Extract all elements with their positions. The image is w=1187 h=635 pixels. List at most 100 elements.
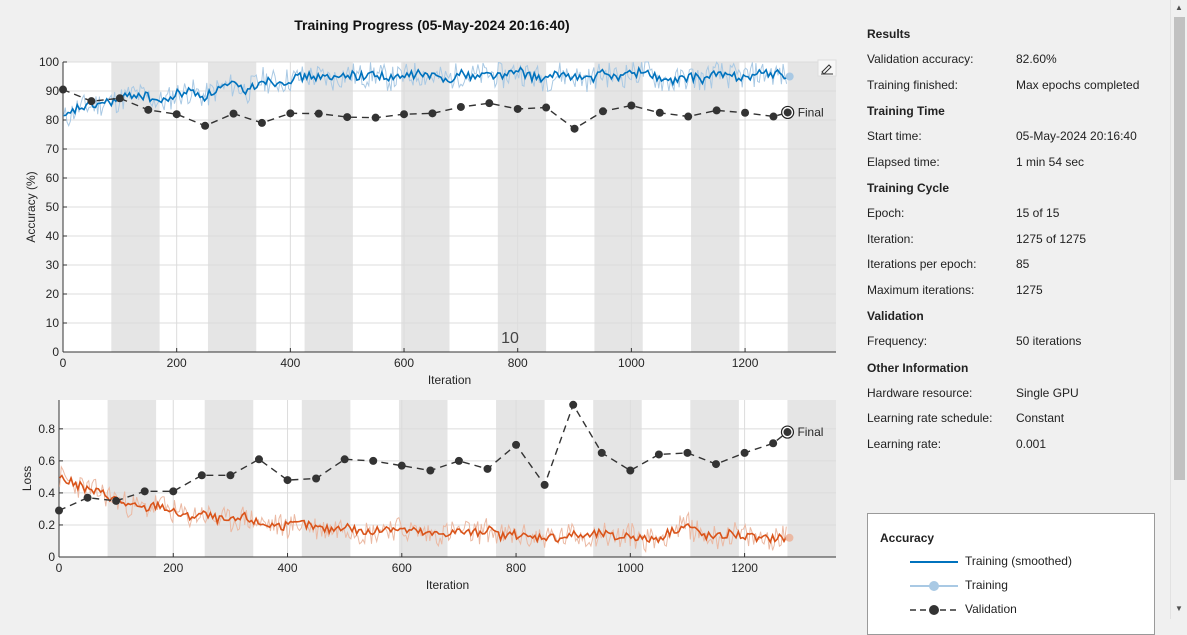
validation-point [371,113,380,122]
y-tick-label: 60 [46,171,60,185]
section-heading: Training Cycle [867,181,950,195]
validation-point [229,109,238,118]
info-key: Learning rate schedule: [867,411,993,425]
validation-point [712,106,721,115]
info-value: 85 [1016,257,1030,271]
info-key: Validation accuracy: [867,52,974,66]
validation-point [343,113,352,122]
validation-point [513,104,522,113]
info-value: 05-May-2024 20:16:40 [1016,129,1137,143]
training-raw-line [59,465,787,553]
info-value: 50 iterations [1016,334,1082,348]
y-tick-label: 0.4 [38,486,55,500]
validation-point [397,461,406,470]
validation-point [485,99,494,108]
plots-canvas: Training Progress (05-May-2024 20:16:40)… [20,17,837,592]
y-axis-label: Loss [20,466,34,491]
edit-plot-icon[interactable] [817,59,837,77]
validation-point [570,124,579,133]
validation-point [369,456,378,465]
validation-point [257,118,266,127]
validation-point [684,112,693,121]
y-tick-label: 10 [46,316,60,330]
y-tick-label: 0.2 [38,518,55,532]
legend-item-label: Training [965,578,1008,592]
legend-item-label: Validation [965,602,1017,616]
x-tick-label: 1000 [617,561,644,575]
validation-point [169,487,178,496]
y-tick-label: 70 [46,142,60,156]
legend-item-label: Training (smoothed) [965,554,1072,568]
y-tick-label: 90 [46,84,60,98]
x-tick-label: 400 [278,561,298,575]
training-final-point [785,72,794,81]
validation-point [741,108,750,117]
final-label: Final [798,105,824,119]
info-value: 0.001 [1016,436,1047,451]
stray-label: 10 [501,330,519,347]
training-smoothed-line [63,65,787,117]
validation-point [626,466,635,475]
validation-point [172,110,181,119]
y-tick-label: 30 [46,258,60,272]
section-heading: Validation [867,309,924,323]
validation-point [59,85,67,94]
final-label: Final [797,425,823,439]
validation-point [226,471,235,480]
y-tick-label: 20 [46,287,60,301]
info-key: Maximum iterations: [867,282,975,297]
y-tick-label: 50 [46,200,60,214]
validation-point [627,101,636,110]
validation-point [83,493,92,502]
x-axis-label: Iteration [426,578,469,592]
x-tick-label: 200 [163,561,183,575]
epoch-band [787,400,836,557]
x-axis-label: Iteration [428,373,471,387]
info-key: Learning rate: [867,436,942,451]
epoch-band [107,400,157,557]
validation-point [112,496,121,505]
scroll-down-icon[interactable]: ▼ [1175,604,1183,613]
x-tick-label: 400 [280,356,300,370]
legend-smoothed-swatch [910,561,958,563]
validation-point [55,506,63,515]
training-smoothed-line [59,474,788,545]
scroll-up-icon[interactable]: ▲ [1175,3,1183,12]
validation-point [483,464,492,473]
info-key: Frequency: [867,334,928,348]
info-value: Max epochs completed [1016,77,1140,92]
validation-point [454,456,463,465]
validation-point [283,476,292,485]
validation-point [426,466,435,475]
info-value: 1 min 54 sec [1016,154,1085,169]
section-heading: Training Time [867,104,945,118]
y-tick-label: 0.8 [38,422,55,436]
section-heading: Results [867,27,911,41]
validation-point [569,400,578,409]
legend-validation-swatch [910,605,958,615]
x-tick-label: 0 [60,356,67,370]
validation-point [87,97,96,106]
validation-final-point [783,108,792,117]
validation-point [286,109,295,118]
loss-plot: 0 0.2 0.4 0.6 0.8 0 200 400 600 800 1000 1200 Iterat… [20,400,836,592]
info-key: Hardware resource: [867,385,973,400]
epoch-band [496,400,545,557]
validation-point [512,440,521,449]
validation-point [597,448,606,457]
x-tick-label: 1200 [732,356,759,370]
x-tick-label: 1200 [731,561,758,575]
x-tick-label: 800 [506,561,526,575]
info-value: 1275 [1016,282,1043,297]
vertical-scrollbar[interactable]: ▲ ▼ [1170,0,1187,619]
validation-point [769,439,778,448]
epoch-band [690,400,739,557]
x-tick-label: 0 [56,561,63,575]
validation-point [312,474,321,483]
validation-point [540,480,549,489]
info-value: Single GPU [1016,385,1079,400]
validation-point [542,103,551,112]
scrollbar-thumb[interactable] [1174,17,1185,480]
legend-title: Accuracy [880,531,935,545]
